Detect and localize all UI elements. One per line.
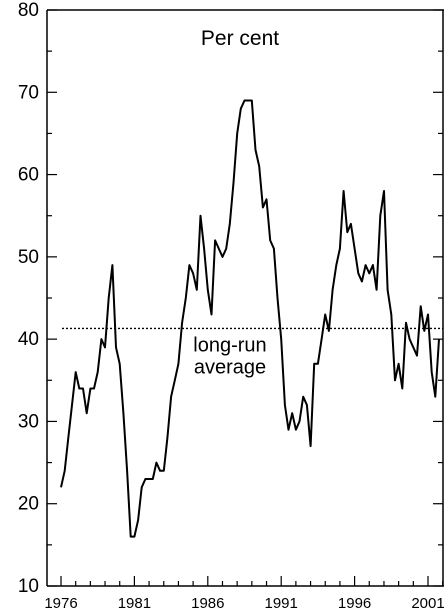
x-tick-label: 1991 xyxy=(265,595,298,612)
y-tick-label: 10 xyxy=(18,576,39,597)
x-axis-ticks xyxy=(60,576,444,586)
y-axis-tick-labels: 10 20 30 40 50 60 70 80 xyxy=(18,0,39,597)
series-line xyxy=(60,99,440,538)
y-tick-label: 70 xyxy=(18,82,39,103)
x-tick-label: 2001 xyxy=(411,595,444,612)
x-axis-tick-labels: 1976 1981 1986 1991 1996 2001 xyxy=(44,595,444,612)
y-tick-label: 40 xyxy=(18,329,39,350)
x-tick-label: 1986 xyxy=(191,595,224,612)
y-tick-label: 60 xyxy=(18,165,39,186)
x-tick-label: 1976 xyxy=(44,595,77,612)
y-tick-label: 20 xyxy=(18,494,39,515)
x-tick-label: 1981 xyxy=(118,595,151,612)
y-tick-label: 80 xyxy=(18,0,39,21)
x-tick-label: 1996 xyxy=(338,595,371,612)
unit-label: Per cent xyxy=(201,27,279,50)
y-tick-label: 50 xyxy=(18,247,39,268)
y-axis-ticks xyxy=(47,9,443,587)
data-series xyxy=(60,99,440,538)
reference-line-label: average xyxy=(194,356,266,378)
y-tick-label: 30 xyxy=(18,411,39,432)
reference-line-label: long-run xyxy=(193,334,266,356)
